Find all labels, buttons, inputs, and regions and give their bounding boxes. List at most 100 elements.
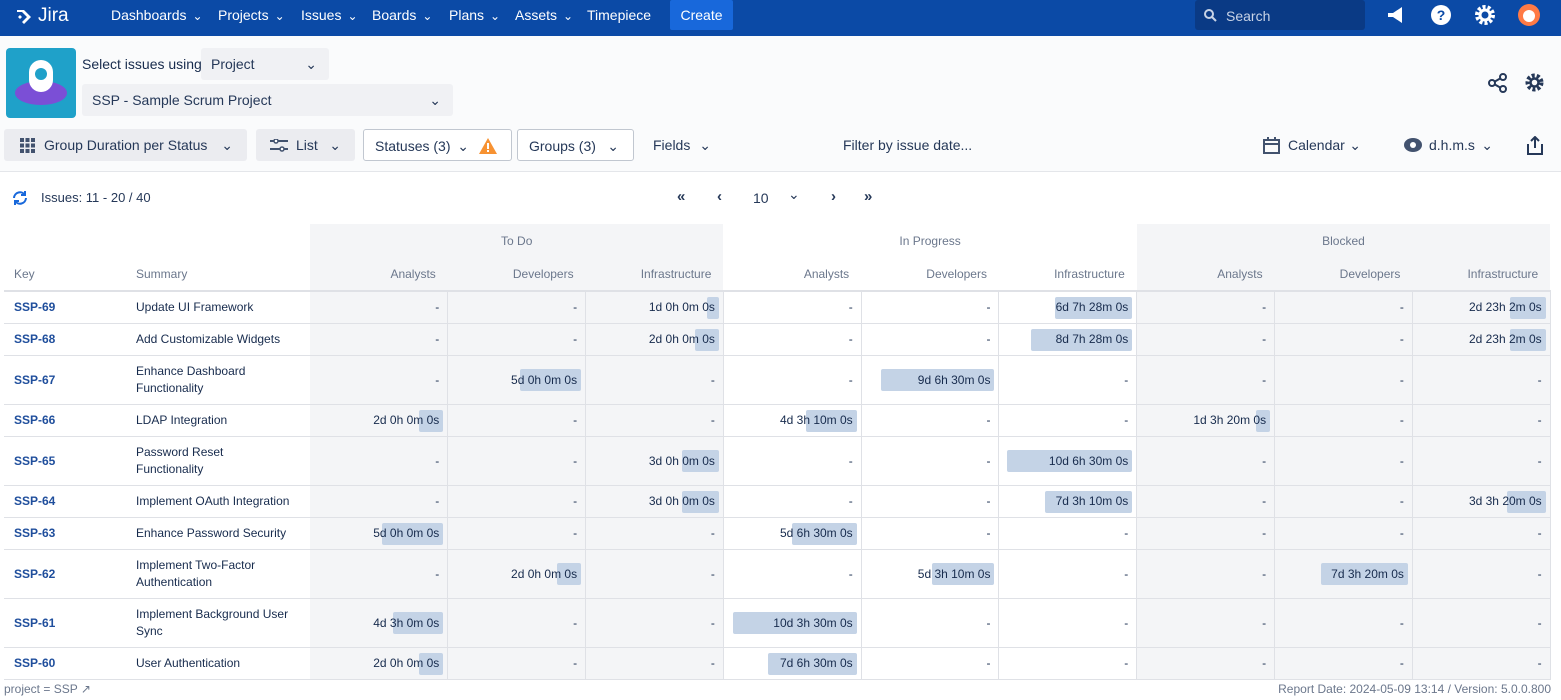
duration-text: - [435,332,440,346]
sliders-icon [270,139,288,152]
next-page[interactable]: › [831,188,836,205]
search-box[interactable]: Search [1195,0,1365,30]
create-button[interactable]: Create [670,0,733,30]
nav-item[interactable]: Timepiece [587,0,651,36]
duration-text: 3d 0h 0m 0s [648,494,715,508]
prev-page[interactable]: ‹ [717,188,722,205]
duration-cell: - [1274,485,1413,518]
calendar-button[interactable]: Calendar ⌄ [1253,129,1373,161]
duration-bar [1030,328,1133,351]
blank-header [4,224,310,258]
first-page[interactable]: « [677,188,686,205]
chevron: ⌄ [329,137,341,153]
duration-bar [694,328,719,351]
issue-key[interactable]: SSP-65 [4,436,130,486]
duration-cell: - [998,647,1138,680]
chevron: ⌄ [192,9,203,23]
select-dropdown[interactable]: Project ⌄ [201,48,329,80]
export-icon[interactable] [1527,136,1543,155]
issue-key[interactable]: SSP-68 [4,323,130,356]
duration-text: 2d 0h 0m 0s [511,566,578,581]
duration-text: 4d 3h 10m 0s [779,413,853,427]
issue-row: SSP-68 Add Customizable Widgets - - 2d 0h 0m… [4,323,1551,356]
duration-cell: 1d 3h 20m 0s [1136,404,1276,437]
settings-icon[interactable] [1474,4,1496,26]
nav-item[interactable]: Projects ⌄ [218,0,285,36]
duration-cell: - [447,323,587,356]
subcolumn-header: Developers [1274,258,1413,291]
duration-bar [1507,490,1546,513]
project-name: SSP - Sample Scrum Project [92,92,272,108]
duration-cell: - [1136,598,1276,648]
duration-bar [418,409,444,432]
duration-bar [767,652,857,675]
nav-item[interactable]: Boards ⌄ [372,0,432,36]
report-type-button[interactable]: Group Duration per Status ⌄ [4,129,247,161]
format-button[interactable]: d.h.m.s ⌄ [1393,129,1505,161]
duration-text: - [986,494,991,508]
statuses-button[interactable]: Statuses (3) ⌄ [363,129,512,161]
duration-cell: - [1136,355,1276,405]
duration-text: - [435,300,440,314]
issue-summary: Implement Background User Sync [130,598,310,648]
filter-date-button[interactable]: Filter by issue date... [833,129,993,161]
duration-text: 5d 0h 0m 0s [511,372,578,387]
share-icon[interactable] [1488,73,1508,93]
summary-text: Enhance Dashboard Functionality [136,364,246,395]
announcements-icon[interactable] [1386,5,1408,25]
duration-text: - [1262,300,1267,314]
duration-text: - [1399,656,1404,670]
nav-item[interactable]: Dashboards ⌄ [111,0,203,36]
fields-button[interactable]: Fields ⌄ [643,129,723,161]
group-header: In Progress [899,234,961,248]
nav-item[interactable]: Assets ⌄ [515,0,573,36]
issue-key[interactable]: SSP-60 [4,647,130,680]
group-header: Blocked [1136,224,1551,258]
issue-key[interactable]: SSP-61 [4,598,130,648]
groups-button[interactable]: Groups (3) ⌄ [517,129,634,161]
duration-cell: - [1274,404,1413,437]
summary-text: Implement Background User Sync [136,607,289,638]
duration-cell: - [998,549,1138,599]
search-icon [1204,9,1217,22]
duration-text: 10d 6h 30m 0s [1048,453,1129,468]
issue-key[interactable]: SSP-67 [4,355,130,405]
issue-key[interactable]: SSP-64 [4,485,130,518]
chevron: ⌄ [1349,137,1361,153]
duration-cell: 10d 3h 30m 0s [723,598,862,648]
duration-cell: 2d 23h 2m 0s [1412,323,1551,356]
duration-text: 3d 3h 20m 0s [1468,494,1542,508]
duration-bar [1055,296,1133,319]
avatar[interactable] [1518,4,1540,26]
report-settings-icon[interactable] [1524,72,1545,93]
last-page[interactable]: » [864,188,873,205]
logo[interactable]: Jira [38,5,69,26]
issue-key[interactable]: SSP-62 [4,549,130,599]
duration-cell: - [1412,436,1551,486]
view-button[interactable]: List ⌄ [256,129,355,161]
page-size[interactable]: 10 [753,190,769,206]
duration-cell: - [723,355,862,405]
duration-text: - [986,615,991,630]
issue-key[interactable]: SSP-66 [4,404,130,437]
duration-text: 6d 7h 28m 0s [1055,300,1129,314]
duration-text: - [848,566,853,581]
chevron: ⌄ [699,137,711,153]
duration-cell: - [861,485,1000,518]
help-icon[interactable]: ? [1430,4,1452,26]
duration-text: - [573,615,578,630]
duration-text: - [1124,656,1129,670]
duration-cell: - [310,549,449,599]
nav-item[interactable]: Plans ⌄ [449,0,500,36]
refresh-icon[interactable] [11,189,29,207]
duration-cell: - [585,517,724,550]
project-dropdown[interactable]: SSP - Sample Scrum Project ⌄ [82,84,453,116]
duration-cell: - [861,517,1000,550]
nav-item[interactable]: Issues ⌄ [301,0,358,36]
issue-key[interactable]: SSP-63 [4,517,130,550]
duration-cell: - [585,355,724,405]
jql-query[interactable]: project = SSP ↗ [4,682,91,696]
issue-key[interactable]: SSP-69 [4,291,130,324]
duration-cell: 7d 3h 10m 0s [998,485,1138,518]
duration-text: - [1262,526,1267,540]
